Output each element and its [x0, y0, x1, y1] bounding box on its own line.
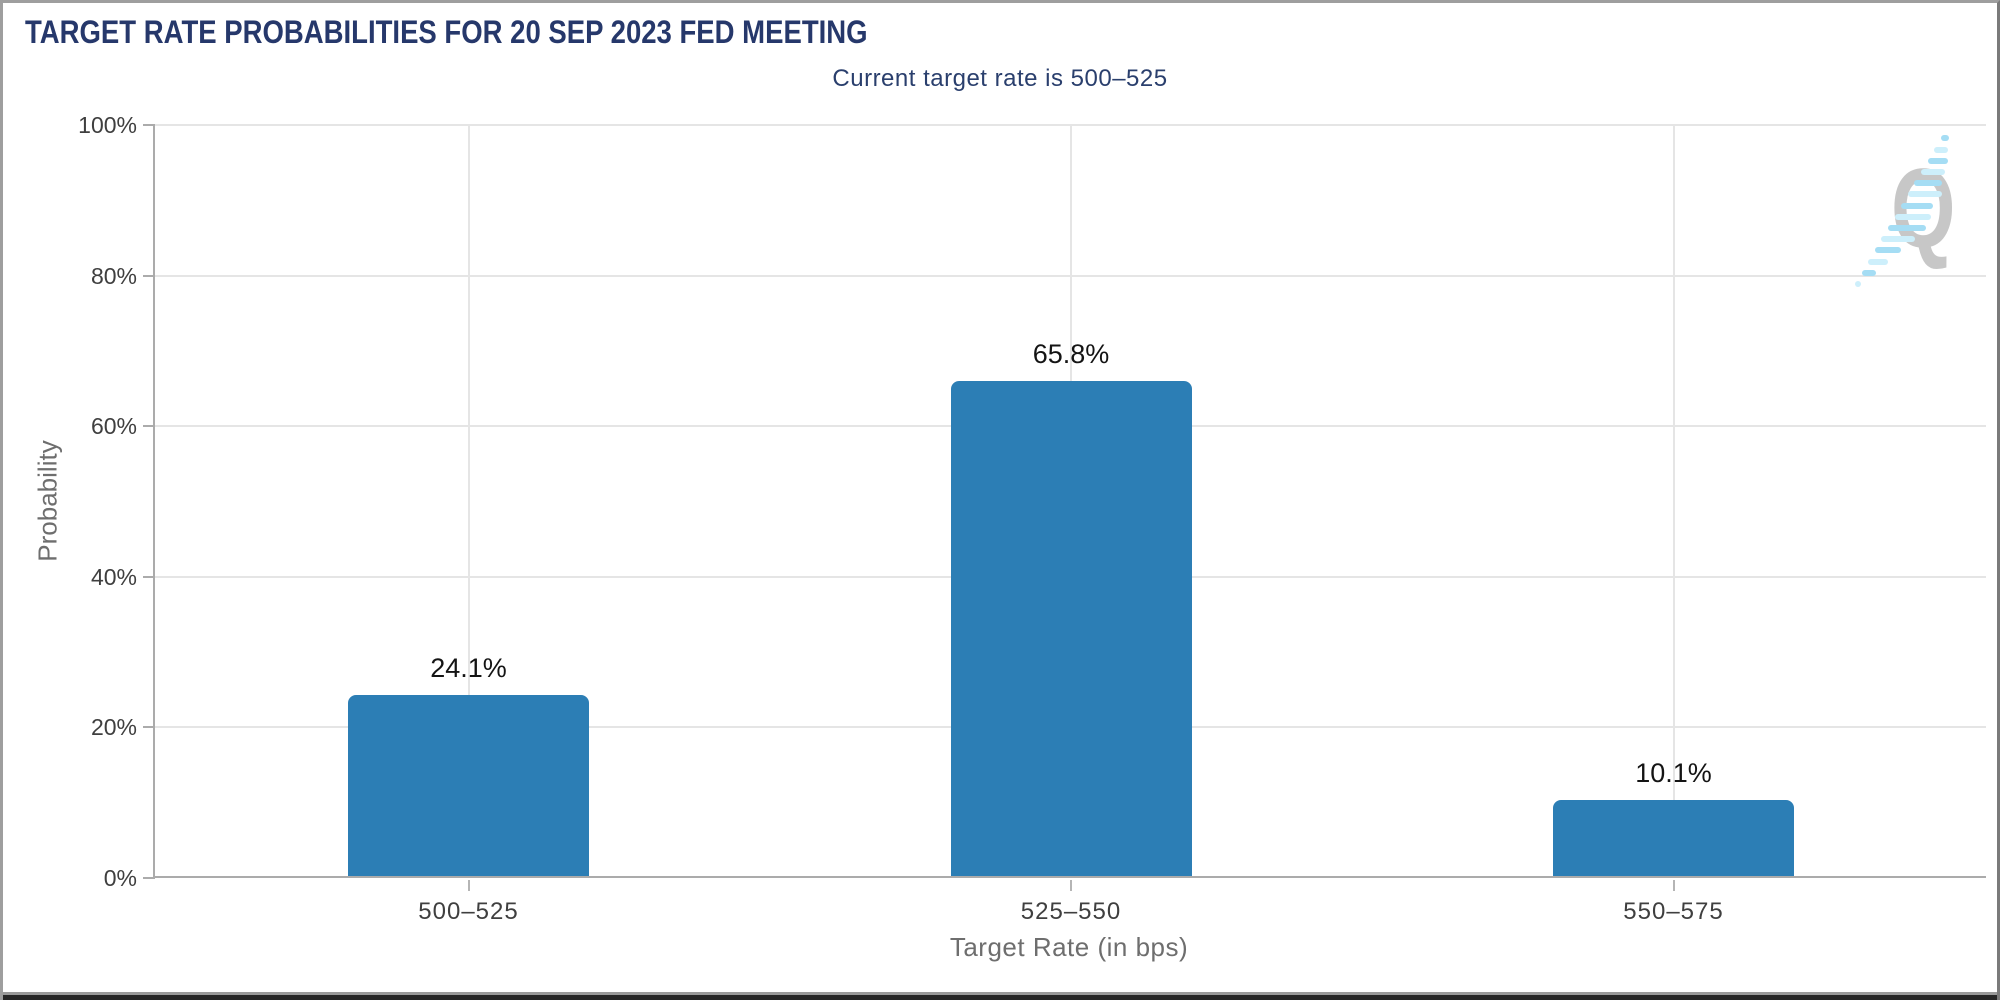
bar-value-label: 24.1% [430, 652, 507, 683]
x-tick-label: 500–525 [418, 898, 519, 925]
bottom-edge-bar [3, 992, 1997, 1000]
y-tick-label: 0% [103, 865, 137, 891]
probability-bar [348, 694, 589, 876]
y-axis-tick [143, 726, 155, 729]
gridline-vertical [1672, 125, 1675, 876]
y-axis-tick [143, 124, 155, 126]
y-axis-tick [143, 877, 155, 879]
plot-area: 0% 20% 40% 60% 80% 100% 24.1% 500–525 65.8% 525–5… [78, 112, 1986, 925]
page-title: TARGET RATE PROBABILITIES FOR 20 SEP 202… [25, 14, 868, 50]
y-tick-label: 80% [90, 262, 137, 289]
y-axis-title: Probability [32, 440, 63, 562]
bar-value-label: 65.8% [1032, 338, 1110, 369]
probability-bar [950, 380, 1192, 876]
chart-subtitle: Current target rate is 500–525 [832, 65, 1168, 92]
gridline-vertical [467, 125, 470, 876]
y-axis-tick [143, 425, 155, 428]
x-axis-tick [467, 880, 470, 891]
bar-value-label: 10.1% [1635, 757, 1712, 788]
y-axis-tick [143, 575, 155, 578]
y-tick-label: 20% [90, 714, 137, 741]
y-axis-tick [143, 274, 155, 277]
y-tick-label: 40% [90, 563, 137, 590]
y-tick-label: 100% [78, 112, 137, 138]
x-tick-label: 525–550 [1020, 898, 1122, 925]
x-axis-title: Target Rate (in bps) [949, 932, 1189, 962]
probability-bar [1553, 799, 1794, 876]
x-tick-label: 550–575 [1623, 898, 1724, 925]
x-axis-tick [1070, 880, 1072, 891]
x-axis-tick [1672, 880, 1675, 891]
y-tick-label: 60% [90, 413, 137, 440]
